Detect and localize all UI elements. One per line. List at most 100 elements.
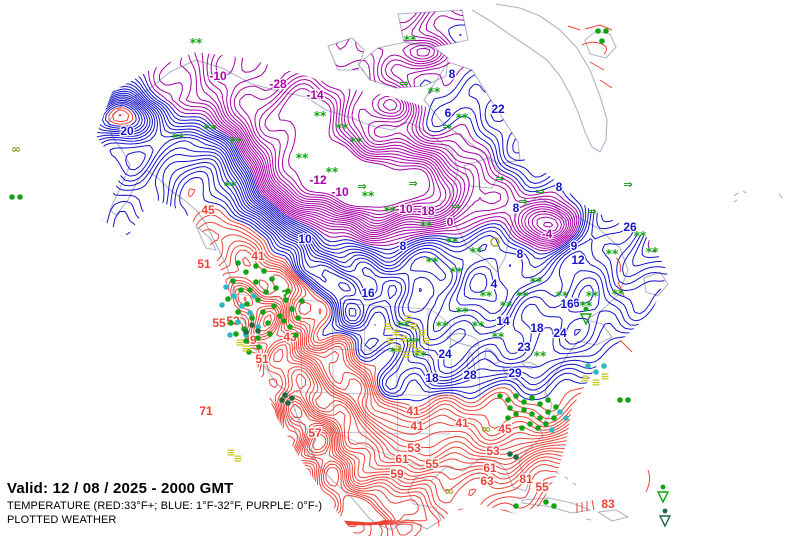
contour-label-blue: 14: [496, 314, 510, 328]
station-dot-green: [256, 344, 262, 350]
contour-label-red: 45: [498, 422, 512, 436]
contour-label-red: 53: [486, 444, 500, 458]
shower-triangle-symbol: [658, 515, 672, 528]
contour-label-blue: 16: [566, 296, 580, 310]
haze-symbol: ∞: [481, 422, 491, 436]
contour-label-blue: 28: [463, 368, 477, 382]
contour-label-blue: 24: [553, 326, 567, 340]
unknown-weather-symbol: ?: [281, 289, 289, 304]
contour-label-red: 59: [390, 467, 404, 481]
snow-symbol: **: [384, 204, 397, 218]
station-dot-green: [287, 324, 293, 330]
snow-symbol: **: [456, 111, 469, 125]
station-dot-green: [599, 38, 605, 44]
shower-dot: [583, 306, 589, 312]
station-dot-green: [277, 313, 283, 319]
station-dot-green: [603, 28, 609, 34]
station-dot-green: [497, 393, 503, 399]
coastline-hispaniola: [597, 509, 629, 522]
mist-symbol: ≡: [401, 348, 410, 361]
station-dot-green: [543, 421, 549, 427]
contour-label-purple: -4: [542, 227, 553, 241]
wind-arrow-symbol: ⇒: [587, 205, 596, 218]
station-dot-cyan: [585, 363, 591, 369]
shower-triangle-symbol: [579, 313, 593, 326]
station-dot-green: [521, 407, 527, 413]
station-dot-dark-green: [507, 451, 513, 457]
station-dot-green: [249, 315, 255, 321]
contour-label-blue: 23: [517, 340, 531, 354]
station-dot-cyan: [227, 332, 233, 338]
station-dot-green: [230, 278, 236, 284]
snow-symbol: **: [534, 349, 547, 363]
shower-dot: [662, 508, 668, 514]
snow-symbol: **: [586, 289, 599, 303]
snow-symbol: **: [580, 299, 593, 313]
station-dot-dark-green: [282, 392, 288, 398]
station-dot-green: [267, 331, 273, 337]
mist-symbol: ≡: [409, 320, 418, 333]
snow-symbol: **: [436, 319, 449, 333]
station-dot-green: [551, 415, 557, 421]
station-dot-green: [505, 415, 511, 421]
snow-symbol: **: [516, 289, 529, 303]
station-dot-green: [283, 297, 289, 303]
station-dot-green: [271, 303, 277, 309]
contour-label-blue: 8: [513, 201, 520, 215]
snow-symbol: **: [450, 265, 463, 279]
snow-symbol: **: [190, 36, 203, 50]
snow-symbol: **: [470, 245, 483, 259]
contour-label-red: 53: [407, 441, 421, 455]
contour-label-purple: -10: [209, 69, 227, 83]
contour-label-blue: 9: [571, 239, 578, 253]
snow-symbol: **: [204, 122, 217, 136]
contour-label-red: 41: [410, 419, 424, 433]
contour-label-blue: 8: [517, 247, 524, 261]
station-dot-green: [225, 296, 231, 302]
station-dot-dark-green: [243, 329, 249, 335]
station-dot-green: [551, 503, 557, 509]
station-dot-dark-green: [249, 322, 255, 328]
contour-label-purple: -14: [306, 88, 324, 102]
contour-label-red: 83: [601, 497, 615, 511]
wind-arrow-symbol: ⇒: [442, 120, 451, 133]
coastline-vancouver-island: [195, 225, 217, 251]
station-dot-cyan: [549, 427, 555, 433]
mist-symbol: ≡: [413, 344, 422, 357]
snow-symbol: **: [362, 189, 375, 203]
station-dot-green: [513, 411, 519, 417]
snow-symbol: **: [556, 289, 569, 303]
station-dot-dark-green: [289, 395, 295, 401]
contour-label-blue: 8: [400, 239, 407, 253]
snow-symbol: **: [456, 305, 469, 319]
snow-symbol: **: [404, 33, 417, 47]
isotherms-blue-1-32F: [96, 23, 668, 402]
contour-label-blue: 29: [508, 366, 522, 380]
station-dot-green: [543, 499, 549, 505]
wind-arrow-symbol: ⇒: [408, 177, 417, 190]
mist-symbol: ≡: [580, 372, 589, 385]
mist-symbol: ≡: [417, 326, 426, 339]
station-dot-green: [233, 331, 239, 337]
station-dot-cyan: [255, 324, 261, 330]
mist-symbol: ≡: [391, 326, 400, 339]
contour-label-blue: 16: [560, 297, 574, 311]
snow-symbol: **: [314, 109, 327, 123]
station-dot-green: [527, 421, 533, 427]
snow-symbol: **: [500, 299, 513, 313]
station-dot-green: [625, 397, 631, 403]
snow-symbol: **: [230, 135, 243, 149]
coastline-bahamas: [555, 471, 592, 521]
snow-symbol: **: [390, 345, 403, 359]
station-dot-cyan: [239, 303, 245, 309]
snow-symbol: **: [492, 330, 505, 344]
contour-label-blue: 18: [530, 321, 544, 335]
contour-label-red: 81: [519, 472, 533, 486]
station-dot-green: [9, 194, 15, 200]
station-dot-green: [535, 425, 541, 431]
station-dot-green: [260, 309, 266, 315]
contour-label-purple: -10: [395, 202, 413, 216]
contour-label-blue: 6: [445, 106, 452, 120]
